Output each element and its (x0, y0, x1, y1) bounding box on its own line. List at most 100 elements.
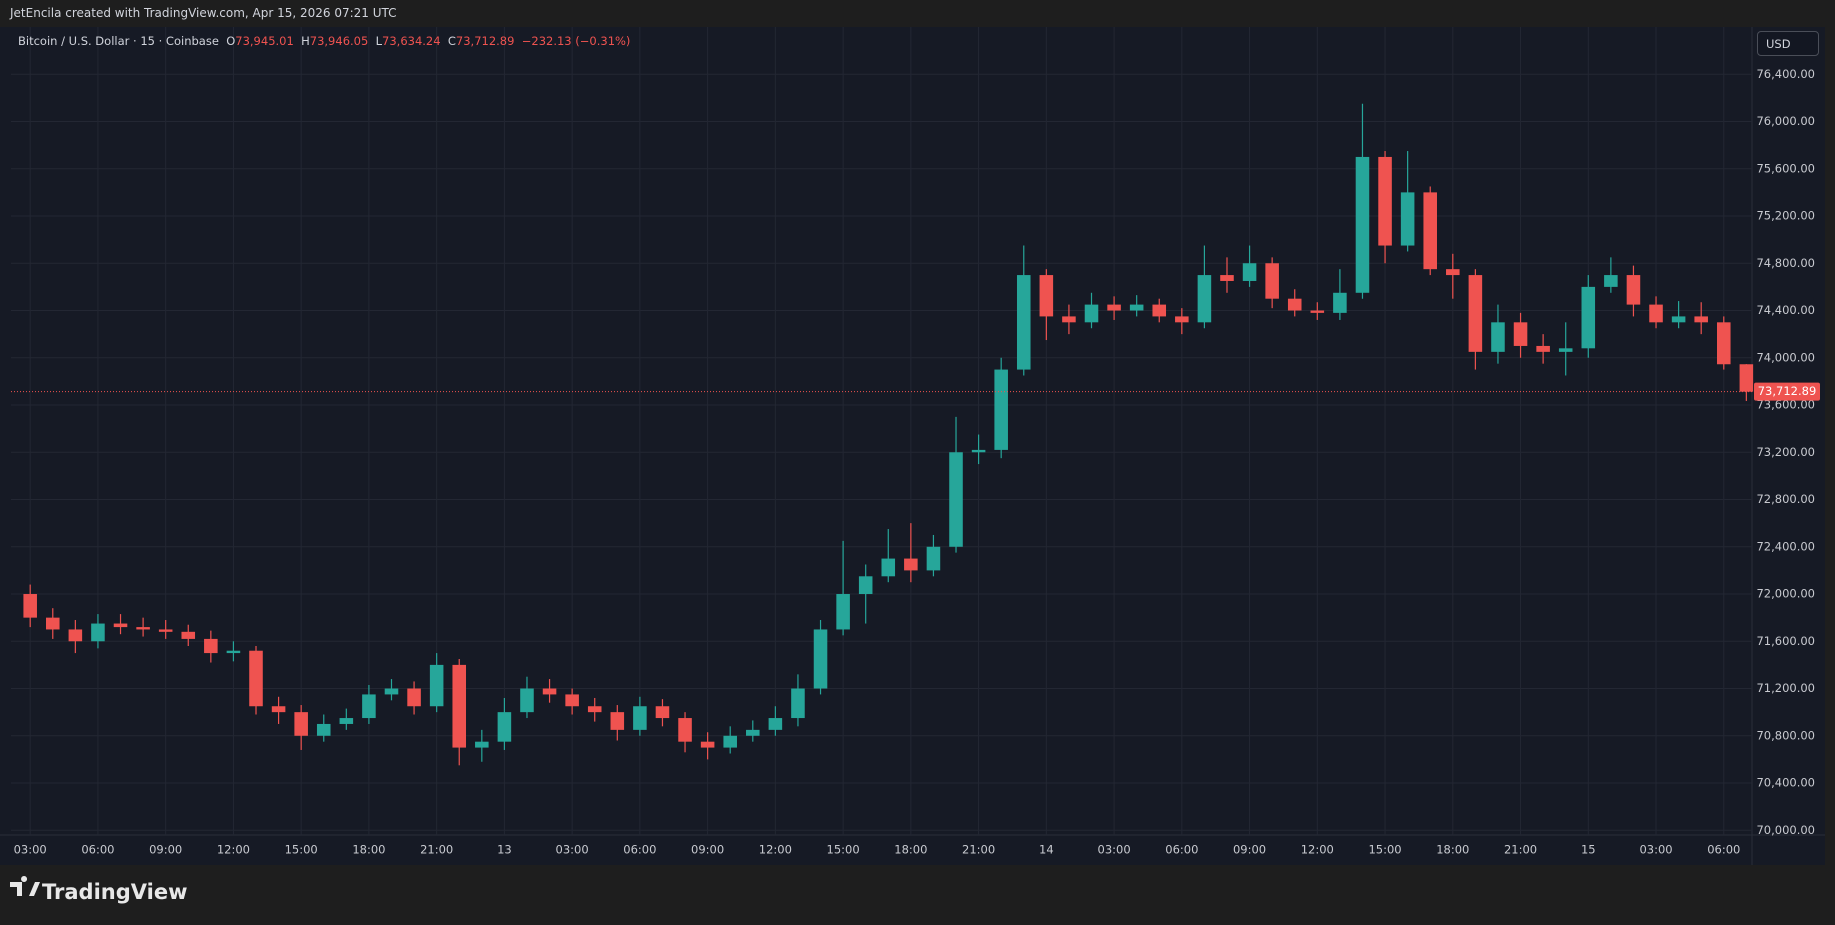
candle-body (610, 712, 625, 730)
y-tick-label: 70,800.00 (1756, 728, 1815, 742)
candle-body (813, 629, 828, 689)
h-value: 73,946.05 (309, 34, 369, 48)
candle-body (971, 449, 986, 453)
candle-body (723, 735, 737, 748)
candle-body (994, 369, 1008, 450)
y-tick-label: 73,200.00 (1756, 445, 1815, 459)
candle-body (1084, 304, 1099, 323)
change: −232.13 (−0.31%) (521, 34, 631, 48)
candle-body (316, 723, 331, 736)
x-tick-label: 12:00 (217, 843, 250, 857)
candle-body (1423, 192, 1437, 270)
x-tick-label: 18:00 (894, 843, 927, 857)
candle-body (1581, 286, 1596, 349)
candle-body (1491, 322, 1505, 352)
x-tick-label: 21:00 (962, 843, 995, 857)
x-tick-label: 15 (1581, 843, 1596, 857)
last-price-label: 73,712.89 (1758, 384, 1817, 398)
x-tick-label: 12:00 (1301, 843, 1334, 857)
candle-body (1378, 156, 1392, 246)
candle-body (1039, 275, 1054, 317)
candle-body (1604, 275, 1618, 287)
candle-body (655, 706, 670, 719)
candle-body (587, 706, 602, 713)
candle-body (23, 594, 37, 618)
candle-body (904, 558, 918, 571)
candle-body (1694, 316, 1708, 323)
candle-body (1468, 275, 1483, 352)
y-tick-label: 76,400.00 (1756, 67, 1815, 81)
y-tick-label: 75,200.00 (1756, 209, 1815, 223)
x-tick-label: 18:00 (1436, 843, 1469, 857)
x-tick-label: 03:00 (14, 843, 47, 857)
x-tick-label: 03:00 (556, 843, 589, 857)
y-tick-label: 70,400.00 (1756, 776, 1815, 790)
y-tick-label: 73,600.00 (1756, 398, 1815, 412)
y-tick-label: 75,600.00 (1756, 161, 1815, 175)
x-tick-label: 21:00 (420, 843, 453, 857)
candle-body (768, 718, 783, 730)
x-tick-label: 06:00 (623, 843, 656, 857)
candle-body (1446, 269, 1460, 276)
chart-pane (0, 27, 1825, 865)
y-tick-label: 76,000.00 (1756, 114, 1815, 128)
candle-body (1716, 322, 1731, 365)
last-price-box (1754, 382, 1820, 401)
candle-body (226, 650, 241, 654)
brand: TradingView (42, 880, 188, 904)
candle-body (1671, 316, 1686, 323)
candle-body (1310, 310, 1325, 313)
x-tick-label: 15:00 (827, 843, 860, 857)
currency-button[interactable]: USD (1757, 31, 1819, 56)
candle-body (68, 629, 83, 642)
x-tick-label: 15:00 (1368, 843, 1401, 857)
x-tick-label: 13 (497, 843, 512, 857)
candle-body (746, 729, 760, 736)
candle-body (1400, 192, 1415, 246)
candle-body (1649, 304, 1663, 323)
l-label: L (375, 34, 383, 48)
candle-body (1333, 292, 1347, 313)
candle-body (926, 546, 941, 571)
legend: Bitcoin / U.S. Dollar · 15 · Coinbase O7… (18, 34, 630, 48)
candle-body (1739, 364, 1754, 392)
candle-body (858, 576, 873, 595)
candle-body (565, 694, 579, 707)
x-tick-label: 12:00 (759, 843, 792, 857)
candle-body (1220, 275, 1234, 281)
candle-body (1558, 348, 1573, 352)
y-tick-label: 74,400.00 (1756, 303, 1815, 317)
y-tick-label: 71,200.00 (1756, 681, 1815, 695)
candle-body (204, 638, 218, 654)
c-value: 73,712.89 (455, 34, 515, 48)
candle-body (1265, 263, 1279, 299)
y-tick-label: 70,000.00 (1756, 823, 1815, 837)
candle-body (1129, 304, 1144, 311)
x-tick-label: 14 (1039, 843, 1054, 857)
candle-body (407, 688, 421, 707)
o-value: 73,945.01 (235, 34, 294, 48)
candle-body (294, 712, 308, 736)
candle-body (384, 688, 399, 695)
y-tick-label: 71,600.00 (1756, 634, 1815, 648)
x-tick-label: 09:00 (1233, 843, 1266, 857)
candle-body (1016, 275, 1031, 370)
candle-body (1513, 322, 1528, 346)
candle-body (881, 558, 896, 577)
candle-body (181, 631, 196, 639)
y-tick-label: 72,400.00 (1756, 539, 1815, 553)
y-tick-label: 74,800.00 (1756, 256, 1815, 270)
candle-body (1355, 156, 1370, 293)
candle-body (339, 718, 354, 724)
candle-body (475, 741, 489, 748)
candle-body (1242, 263, 1257, 281)
candle-body (542, 688, 557, 695)
x-tick-label: 06:00 (1165, 843, 1198, 857)
x-tick-label: 03:00 (1639, 843, 1672, 857)
candle-body (1152, 304, 1167, 317)
candle-body (46, 617, 60, 630)
brand-logo (10, 876, 40, 896)
candle-body (1062, 316, 1076, 323)
x-tick-label: 09:00 (691, 843, 724, 857)
